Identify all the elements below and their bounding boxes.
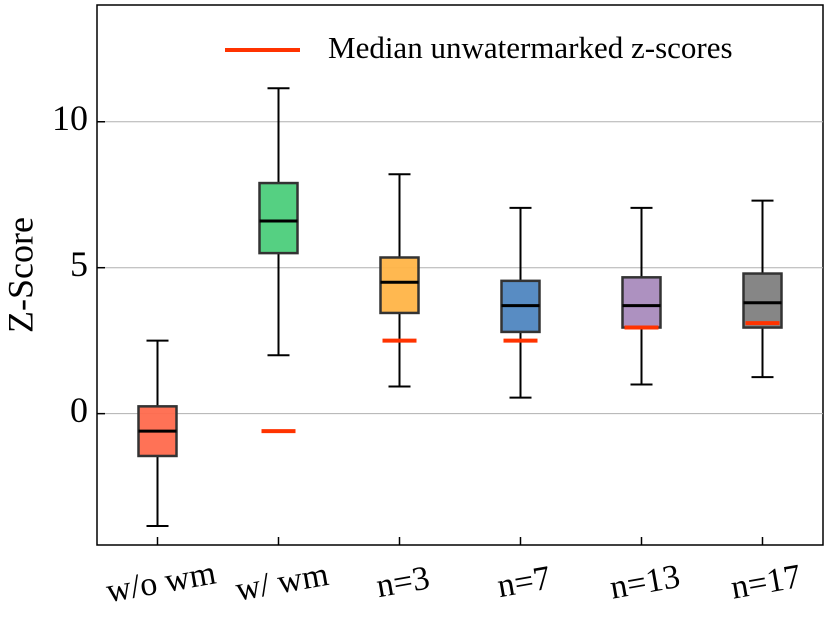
x-tick-label: n=13 [607, 558, 683, 607]
x-tick-label: w/ wm [233, 556, 332, 609]
y-tick-label: 10 [52, 98, 88, 138]
box [379, 256, 420, 315]
x-tick-label: n=3 [374, 560, 433, 606]
legend-label: Median unwatermarked z-scores [328, 30, 733, 65]
y-tick-label: 5 [70, 244, 88, 284]
x-tick-label: n=7 [495, 560, 554, 606]
box [621, 276, 662, 329]
plot-frame [96, 4, 824, 546]
y-axis-label: Z-Score [0, 217, 40, 333]
y-tick-label: 0 [70, 390, 88, 430]
box [258, 181, 299, 255]
box [742, 272, 783, 329]
x-tick-label: n=17 [728, 558, 804, 607]
x-tick-label: w/o wm [103, 555, 218, 611]
